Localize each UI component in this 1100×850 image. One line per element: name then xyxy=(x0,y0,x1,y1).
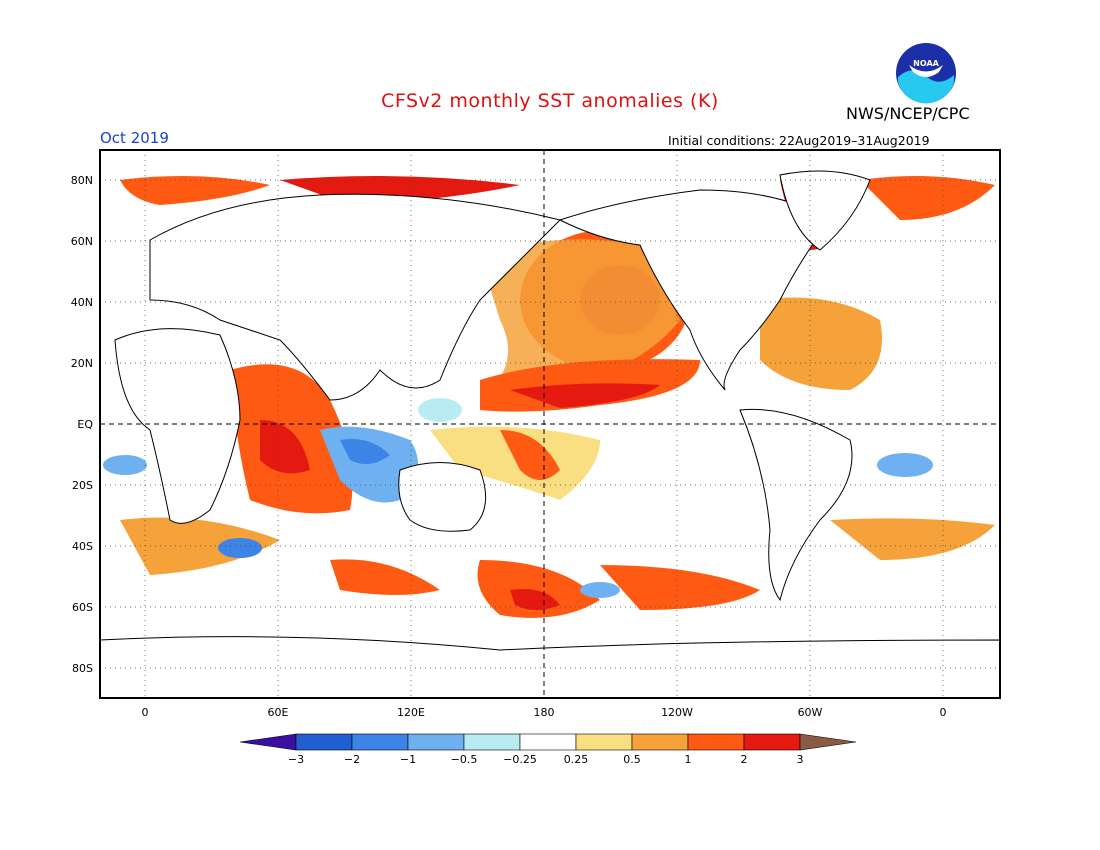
map-frame xyxy=(99,149,1001,699)
colorbar-tick-label: 1 xyxy=(685,753,692,766)
lat-label: 60S xyxy=(72,601,93,614)
colorbar-swatch-above xyxy=(799,733,857,751)
lon-label: 60E xyxy=(268,706,289,719)
lon-label: 180 xyxy=(534,706,555,719)
lat-label: 60N xyxy=(71,235,93,248)
colorbar-swatch xyxy=(687,733,745,751)
colorbar-tick-label: −0.25 xyxy=(503,753,537,766)
colorbar-swatch xyxy=(463,733,521,751)
colorbar-tick-label: −1 xyxy=(400,753,416,766)
lat-label: EQ xyxy=(77,418,93,431)
lat-label: 80S xyxy=(72,662,93,675)
initial-conditions: Initial conditions: 22Aug2019–31Aug2019 xyxy=(668,133,930,148)
colorbar-tick-label: −2 xyxy=(344,753,360,766)
lon-label: 120E xyxy=(397,706,425,719)
colorbar-swatch xyxy=(519,733,577,751)
colorbar-swatch xyxy=(295,733,353,751)
lat-label: 20N xyxy=(71,357,93,370)
colorbar-swatch xyxy=(351,733,409,751)
chart-title: CFSv2 monthly SST anomalies (K) xyxy=(381,90,719,112)
reference-lines xyxy=(100,150,1000,698)
graticule xyxy=(100,150,1000,698)
lat-label: 80N xyxy=(71,174,93,187)
lat-label: 40S xyxy=(72,540,93,553)
colorbar-tick-label: 3 xyxy=(797,753,804,766)
colorbar-tick-label: 2 xyxy=(741,753,748,766)
latitude-labels: 80N 60N 40N 20N EQ 20S 40S 60S 80S xyxy=(71,174,94,675)
colorbar-tick-label: −0.5 xyxy=(451,753,478,766)
colorbar-swatch xyxy=(575,733,633,751)
colorbar-swatch-below xyxy=(239,733,297,751)
colorbar-tick-labels: −3 −2 −1 −0.5 −0.25 0.25 0.5 1 2 3 xyxy=(288,753,804,766)
lat-label: 20S xyxy=(72,479,93,492)
lon-label: 120W xyxy=(661,706,693,719)
land-masses xyxy=(99,170,1001,699)
forecast-month: Oct 2019 xyxy=(100,129,169,147)
colorbar-swatch xyxy=(743,733,801,751)
noaa-logo: NOAA xyxy=(896,43,956,104)
lon-label: 0 xyxy=(142,706,149,719)
lon-label: 60W xyxy=(798,706,823,719)
colorbar-tick-label: 0.5 xyxy=(623,753,641,766)
agency-label: NWS/NCEP/CPC xyxy=(846,104,970,123)
longitude-labels: 0 60E 120E 180 120W 60W 0 xyxy=(142,706,947,719)
colorbar-swatches xyxy=(239,733,857,751)
colorbar-swatch xyxy=(407,733,465,751)
colorbar-tick-label: 0.25 xyxy=(564,753,589,766)
colorbar-tick-label: −3 xyxy=(288,753,304,766)
colorbar-swatch xyxy=(631,733,689,751)
lon-label: 0 xyxy=(940,706,947,719)
svg-text:NOAA: NOAA xyxy=(913,59,939,68)
lat-label: 40N xyxy=(71,296,93,309)
